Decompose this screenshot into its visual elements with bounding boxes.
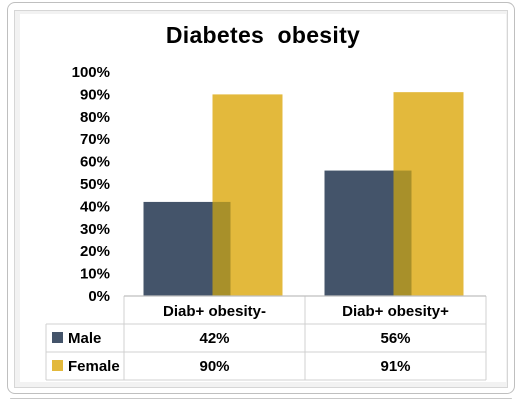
y-tick-label: 60% <box>80 154 110 171</box>
category-label: Diab+ obesity- <box>163 303 266 320</box>
data-label: 90% <box>199 358 229 375</box>
legend-label-female: Female <box>68 358 120 375</box>
y-tick-label: 10% <box>80 266 110 283</box>
y-tick-label: 20% <box>80 243 110 260</box>
bar-male <box>324 170 395 296</box>
legend-key-male <box>52 332 63 343</box>
chart-title-box: Diabetes obesity <box>20 14 506 56</box>
y-tick-label: 40% <box>80 198 110 215</box>
data-label: 42% <box>199 330 229 347</box>
chart-title: Diabetes obesity <box>165 21 361 48</box>
legend-key-female <box>52 360 63 371</box>
bar-overlap-shadow <box>212 201 231 296</box>
frame-bottom-edge <box>10 398 512 399</box>
legend-label-male: Male <box>68 330 101 347</box>
category-label: Diab+ obesity+ <box>342 303 449 320</box>
data-label: 56% <box>380 330 410 347</box>
bar-male <box>143 201 214 296</box>
y-tick-label: 50% <box>80 176 110 193</box>
y-tick-label: 80% <box>80 109 110 126</box>
bar-overlap-shadow <box>393 170 412 296</box>
y-tick-label: 70% <box>80 131 110 148</box>
y-tick-label: 100% <box>72 64 110 81</box>
y-tick-label: 30% <box>80 221 110 238</box>
y-tick-label: 90% <box>80 86 110 103</box>
y-tick-label: 0% <box>88 288 110 305</box>
data-label: 91% <box>380 358 410 375</box>
